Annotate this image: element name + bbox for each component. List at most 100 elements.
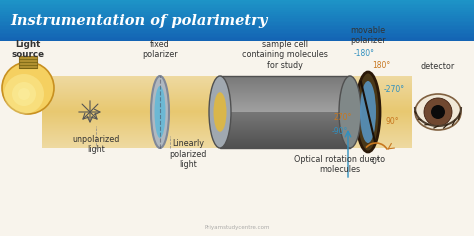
Bar <box>42 101 412 102</box>
Bar <box>220 82 350 83</box>
Bar <box>42 111 412 112</box>
Text: Instrumentation of polarimetry: Instrumentation of polarimetry <box>10 13 267 28</box>
Bar <box>220 122 350 123</box>
Bar <box>42 99 412 100</box>
Bar <box>220 116 350 117</box>
Bar <box>42 86 412 87</box>
Bar <box>220 137 350 138</box>
Bar <box>42 80 412 81</box>
Bar <box>42 85 412 86</box>
Bar <box>0 3 474 4</box>
Circle shape <box>4 74 44 114</box>
Bar <box>0 34 474 36</box>
Bar <box>220 129 350 130</box>
Bar <box>0 1 474 3</box>
Bar <box>220 115 350 116</box>
Bar <box>220 98 350 99</box>
Bar <box>42 108 412 109</box>
Bar <box>220 104 350 105</box>
Bar <box>220 128 350 129</box>
Bar <box>220 77 350 78</box>
Bar <box>42 97 412 98</box>
Text: Optical rotation due to
molecules: Optical rotation due to molecules <box>294 155 385 174</box>
Bar <box>42 104 412 105</box>
Bar <box>0 11 474 12</box>
Bar <box>42 79 412 80</box>
Bar <box>220 117 350 118</box>
Bar <box>42 142 412 143</box>
Bar <box>42 138 412 139</box>
Bar <box>220 89 350 90</box>
Bar <box>220 111 350 112</box>
Bar <box>220 136 350 137</box>
Bar <box>42 103 412 104</box>
Bar <box>220 80 350 81</box>
Bar <box>220 76 350 148</box>
Bar <box>0 29 474 30</box>
Text: unpolarized
light: unpolarized light <box>73 135 120 154</box>
Bar <box>42 126 412 127</box>
Bar <box>42 100 412 101</box>
Circle shape <box>18 88 30 100</box>
Text: -90°: -90° <box>332 127 348 136</box>
Bar <box>220 92 350 93</box>
Bar <box>42 125 412 126</box>
Text: 0°: 0° <box>372 157 381 167</box>
Bar <box>0 22 474 23</box>
Bar <box>42 121 412 122</box>
Bar <box>220 127 350 128</box>
Bar <box>220 79 350 80</box>
Bar <box>220 105 350 106</box>
Bar <box>220 119 350 120</box>
Bar <box>42 141 412 142</box>
Bar <box>42 98 412 99</box>
Text: sample cell
containing molecules
for study: sample cell containing molecules for stu… <box>242 40 328 70</box>
Bar <box>42 128 412 129</box>
Bar <box>220 139 350 140</box>
Bar <box>220 83 350 84</box>
Bar <box>220 120 350 121</box>
Bar <box>220 100 350 101</box>
Bar <box>42 81 412 82</box>
Bar <box>220 91 350 92</box>
Bar <box>0 41 474 236</box>
Bar <box>220 107 350 108</box>
Text: fixed
polarizer: fixed polarizer <box>142 40 178 59</box>
Bar <box>42 140 412 141</box>
Text: Linearly
polarized
light: Linearly polarized light <box>169 139 207 169</box>
Bar <box>42 144 412 145</box>
Circle shape <box>431 105 445 119</box>
Bar <box>42 84 412 85</box>
Bar <box>220 90 350 91</box>
Ellipse shape <box>360 81 376 143</box>
Bar <box>42 145 412 146</box>
Bar <box>0 26 474 27</box>
Text: Light
source: Light source <box>11 40 45 59</box>
Bar <box>42 82 412 83</box>
Bar <box>220 96 350 97</box>
Bar <box>220 142 350 143</box>
Bar <box>220 86 350 87</box>
Bar <box>220 94 350 95</box>
Text: detector: detector <box>421 62 455 71</box>
Bar <box>220 78 350 79</box>
Bar <box>220 112 350 113</box>
Bar <box>42 115 412 116</box>
Bar <box>42 146 412 147</box>
Bar <box>220 133 350 134</box>
Bar <box>0 10 474 11</box>
Bar <box>42 134 412 135</box>
Bar <box>0 16 474 18</box>
Bar <box>0 4 474 5</box>
Bar <box>42 83 412 84</box>
Bar <box>42 106 412 107</box>
Bar <box>220 132 350 133</box>
Bar <box>220 113 350 114</box>
Text: 270°: 270° <box>334 114 352 122</box>
Bar <box>220 101 350 102</box>
Circle shape <box>2 62 54 114</box>
Bar <box>220 126 350 127</box>
Bar <box>42 132 412 133</box>
Text: 180°: 180° <box>372 60 390 69</box>
Bar <box>42 107 412 108</box>
